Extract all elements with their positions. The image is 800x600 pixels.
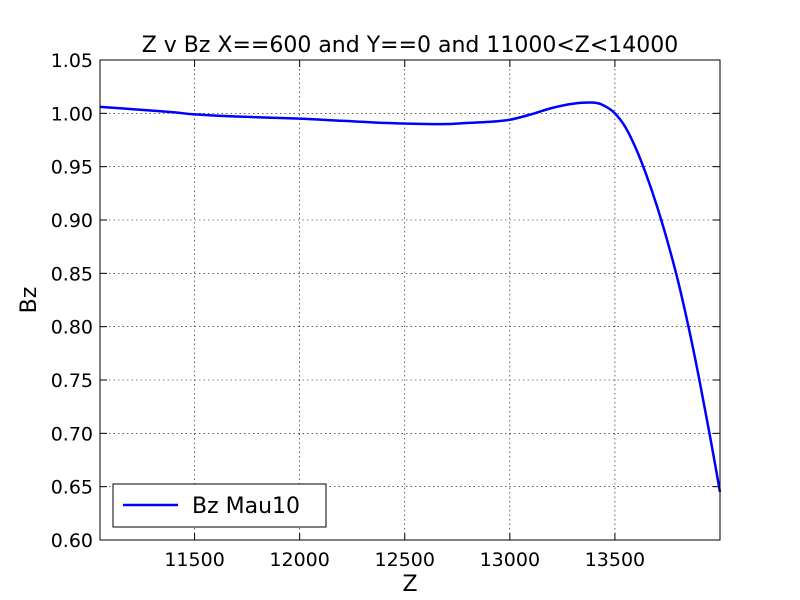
x-tick-label: 12000 bbox=[269, 549, 329, 571]
legend-label: Bz Mau10 bbox=[192, 494, 300, 519]
legend: Bz Mau10 bbox=[112, 483, 327, 528]
x-tick-label: 12500 bbox=[375, 549, 435, 571]
y-tick-label: 0.75 bbox=[51, 370, 93, 392]
y-axis-label: Bz bbox=[17, 287, 42, 314]
y-tick-label: 0.60 bbox=[51, 530, 93, 552]
x-tick-label: 13500 bbox=[585, 549, 645, 571]
chart-title: Z v Bz X==600 and Y==0 and 11000<Z<14000 bbox=[142, 33, 679, 58]
x-tick-label: 11500 bbox=[164, 549, 224, 571]
y-tick-label: 0.85 bbox=[51, 263, 93, 285]
y-tick-label: 0.70 bbox=[51, 423, 93, 445]
y-tick-label: 0.90 bbox=[51, 210, 93, 232]
y-tick-label: 1.05 bbox=[51, 50, 93, 72]
y-tick-label: 1.00 bbox=[51, 103, 93, 125]
y-tick-label: 0.65 bbox=[51, 477, 93, 499]
y-axis-ticks: 0.60 0.65 0.70 0.75 0.80 0.85 0.90 0.95 1.00 1.05 bbox=[51, 50, 720, 552]
x-axis-ticks: 11500 12000 12500 13000 13500 bbox=[164, 60, 645, 571]
x-tick-label: 13000 bbox=[480, 549, 540, 571]
x-axis-label: Z bbox=[402, 572, 417, 597]
series-line bbox=[99, 101, 722, 493]
y-tick-label: 0.80 bbox=[51, 317, 93, 339]
grid bbox=[100, 60, 720, 540]
series-layer bbox=[99, 101, 722, 493]
plot-area-frame bbox=[99, 59, 721, 541]
y-tick-label: 0.95 bbox=[51, 157, 93, 179]
